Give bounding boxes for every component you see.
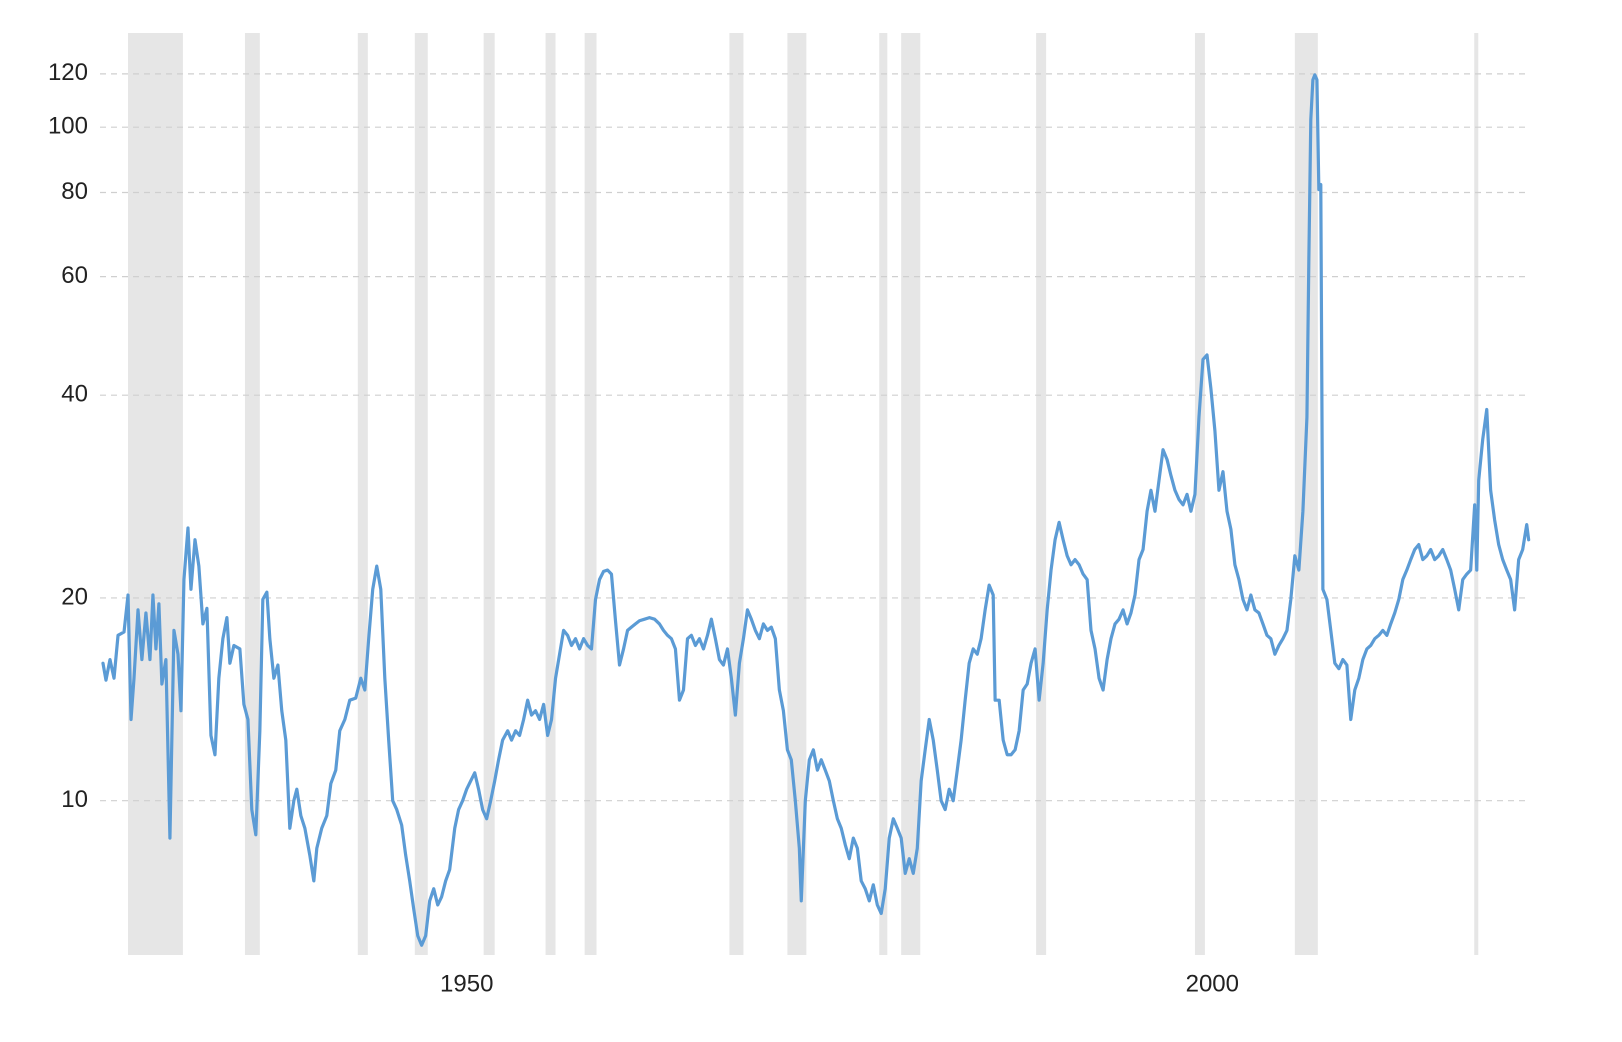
recession-band bbox=[1194, 33, 1205, 955]
recession-band bbox=[584, 33, 597, 955]
recession-band bbox=[901, 33, 921, 955]
recession-band bbox=[414, 33, 428, 955]
recession-band bbox=[1474, 33, 1479, 955]
y-tick-label: 80 bbox=[61, 178, 88, 205]
data-line bbox=[101, 73, 1531, 947]
recession-band bbox=[357, 33, 368, 955]
recession-band bbox=[729, 33, 744, 955]
recession-band bbox=[879, 33, 888, 955]
plot-lines bbox=[101, 73, 1531, 947]
y-tick-label: 120 bbox=[48, 59, 88, 86]
axis-labels: 10 20 40 60 80 100 120 1950 2000 bbox=[48, 59, 1239, 997]
y-tick-label: 10 bbox=[61, 786, 88, 813]
y-tick-label: 60 bbox=[61, 262, 88, 289]
recession-band bbox=[1036, 33, 1047, 955]
recession-band bbox=[483, 33, 495, 955]
x-tick-label: 2000 bbox=[1186, 970, 1239, 997]
recession-band bbox=[1294, 33, 1318, 955]
recession-bands bbox=[128, 33, 1479, 955]
y-tick-label: 100 bbox=[48, 113, 88, 140]
recession-band bbox=[545, 33, 556, 955]
recession-band bbox=[787, 33, 807, 955]
y-tick-label: 20 bbox=[61, 583, 88, 610]
x-tick-label: 1950 bbox=[440, 970, 493, 997]
recession-band bbox=[128, 33, 183, 955]
y-tick-label: 40 bbox=[61, 381, 88, 408]
